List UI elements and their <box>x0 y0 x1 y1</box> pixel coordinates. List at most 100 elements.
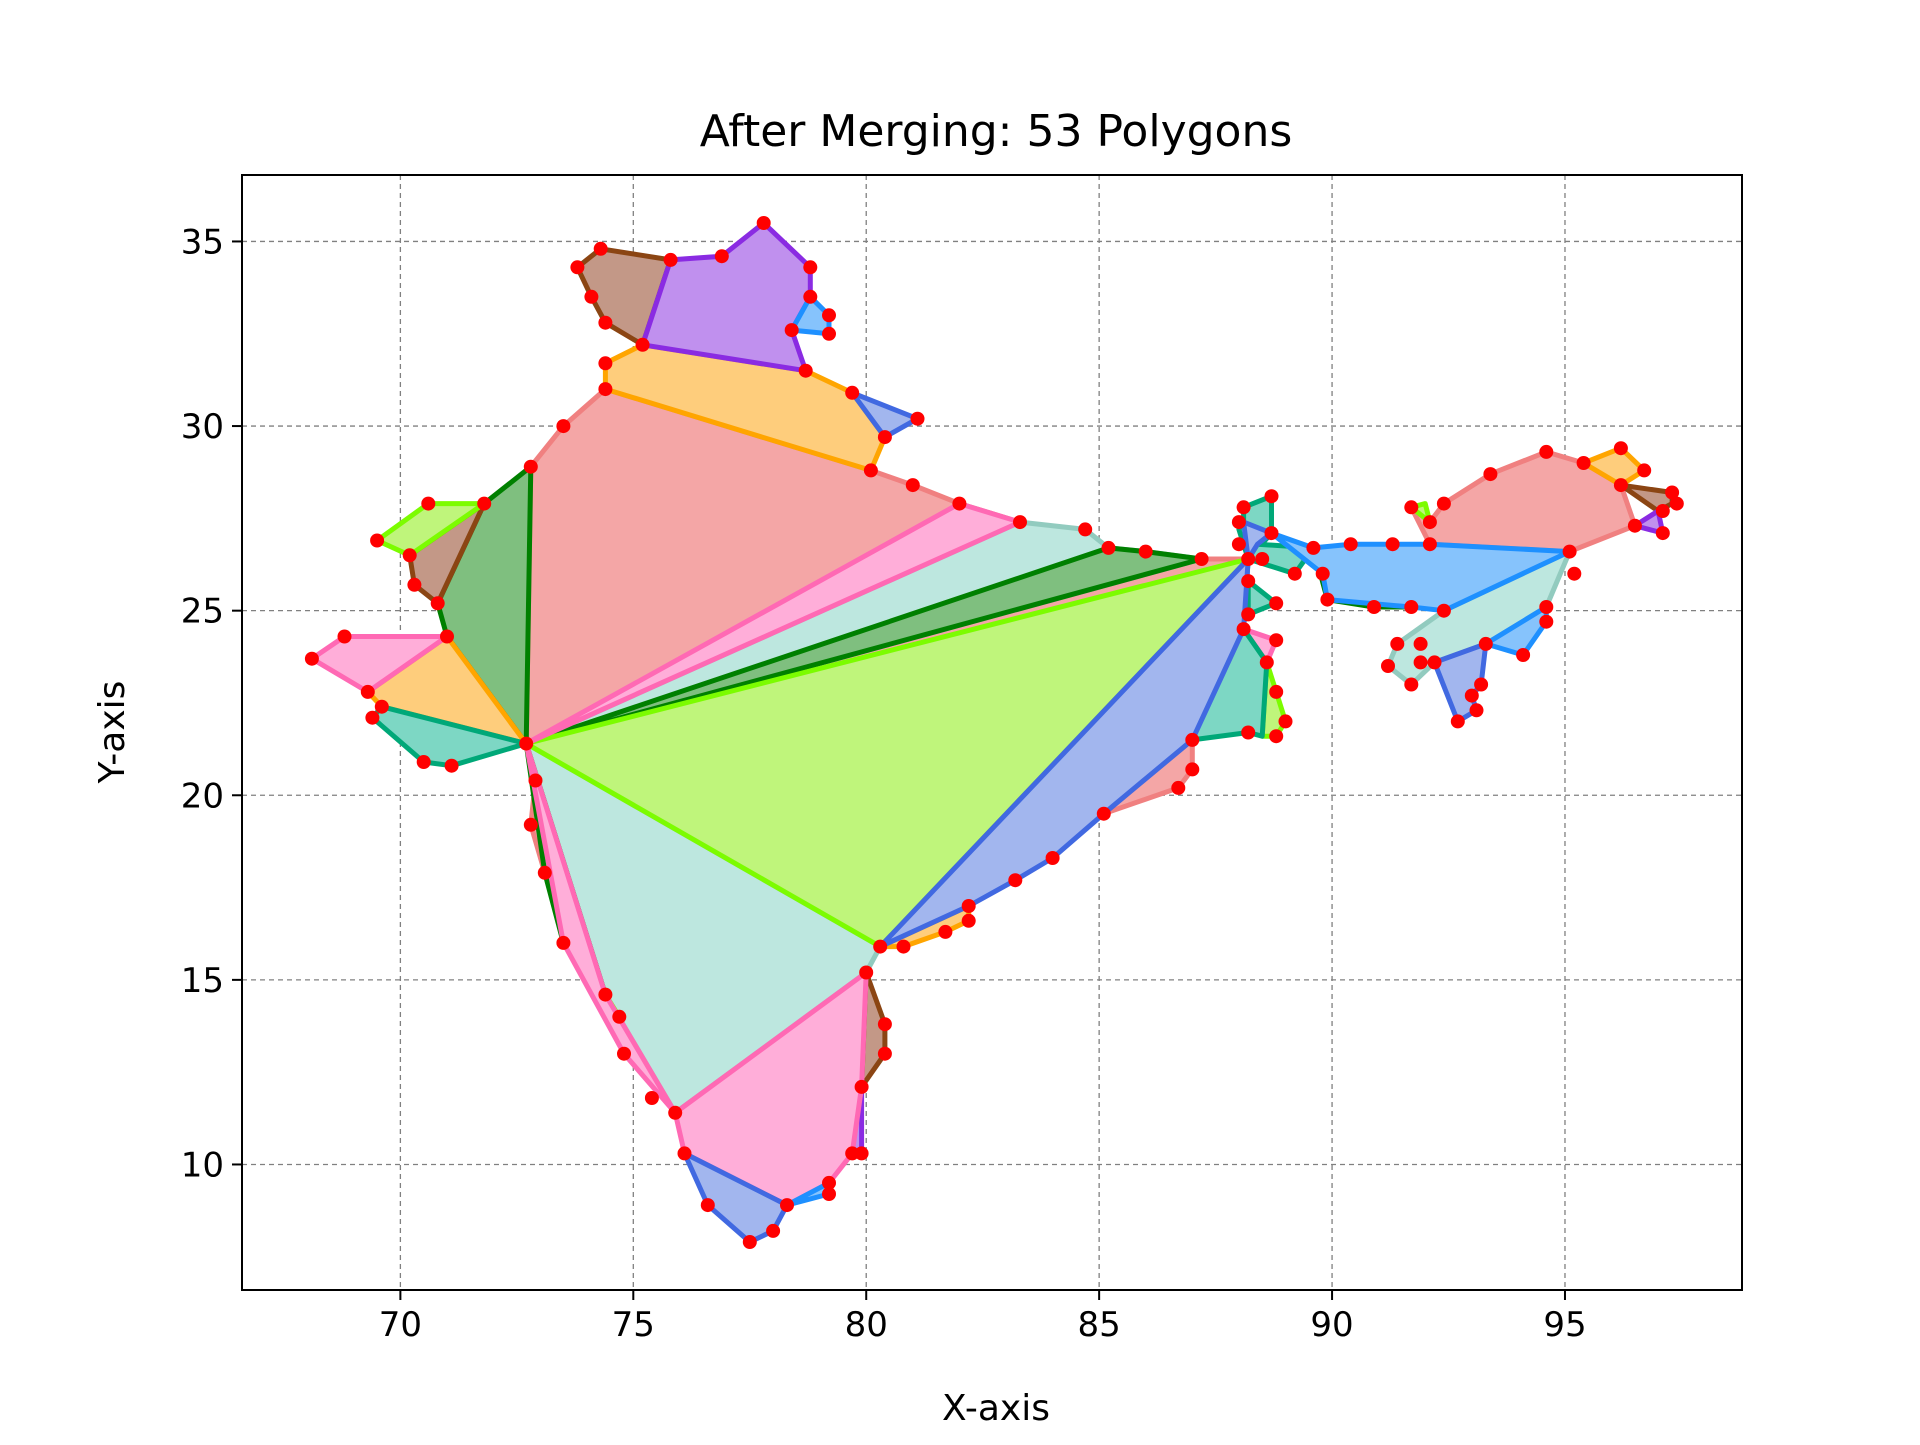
ticks: 70 75 80 85 90 95 10 15 20 25 30 35 <box>181 222 1587 1345</box>
vertex-point <box>780 1198 794 1213</box>
vertex-point <box>1567 566 1582 581</box>
vertex-point <box>822 1187 836 1201</box>
vertex-point <box>677 1146 692 1161</box>
vertex-point <box>1013 515 1027 530</box>
vertex-point <box>822 1175 836 1190</box>
vertex-point <box>700 1198 715 1213</box>
chart-title: After Merging: 53 Polygons <box>700 106 1293 157</box>
vertex-point <box>1269 596 1284 611</box>
vertex-point <box>1390 636 1405 651</box>
vertex-point <box>1422 515 1437 530</box>
vertex-point <box>477 496 492 511</box>
vertex-point <box>1367 600 1381 614</box>
vertex-point <box>1241 574 1256 589</box>
vertex-point <box>859 965 874 980</box>
vertex-point <box>1413 636 1428 651</box>
vertex-point <box>1287 566 1302 581</box>
vertex-point <box>905 478 920 493</box>
polygon <box>682 1150 790 1245</box>
x-tick-label: 95 <box>1543 1305 1586 1345</box>
vertex-point <box>374 699 389 714</box>
x-tick-label: 90 <box>1310 1305 1353 1345</box>
vertex-point <box>854 1079 869 1094</box>
vertex-point <box>798 363 813 378</box>
y-tick-label: 20 <box>181 776 224 816</box>
vertex-point <box>1381 659 1395 673</box>
vertex-point <box>756 216 771 230</box>
polygon <box>849 390 920 440</box>
vertex-point <box>1278 714 1293 729</box>
vertex-point <box>1269 729 1284 744</box>
y-tick-label: 25 <box>181 592 224 632</box>
vertex-point <box>784 323 799 338</box>
vertex-point <box>1562 544 1577 559</box>
vertex-point <box>617 1046 631 1061</box>
vertex-point <box>1539 614 1554 629</box>
y-tick-label: 15 <box>181 961 224 1001</box>
vertex-point <box>1665 485 1680 500</box>
polygon <box>523 741 678 1116</box>
vertex-point <box>1404 677 1419 692</box>
vertex-point <box>360 684 375 699</box>
vertex-point <box>1474 677 1489 692</box>
vertex-point <box>877 1017 892 1032</box>
vertex-point <box>537 865 552 880</box>
vertex-point <box>1576 456 1591 470</box>
vertex-point <box>430 596 445 611</box>
vertex-point <box>1404 600 1419 614</box>
vertex-point <box>598 315 613 330</box>
vertex-point <box>523 817 538 832</box>
vertex-point <box>1655 526 1670 541</box>
vertex-point <box>742 1235 757 1249</box>
vertex-point <box>1436 496 1451 511</box>
vertex-point <box>1613 478 1628 493</box>
vertex-point <box>1241 552 1256 566</box>
vertex-point <box>1194 552 1209 566</box>
vertex-point <box>663 252 678 267</box>
vertex-point <box>863 463 878 478</box>
vertex-point <box>1422 537 1437 552</box>
vertex-point <box>1236 622 1251 637</box>
y-axis-label: Y-axis <box>92 681 133 785</box>
vertex-point <box>370 533 385 548</box>
vertex-point <box>440 629 454 644</box>
vertex-point <box>416 755 431 769</box>
vertex-point <box>1264 526 1279 541</box>
vertex-point <box>766 1223 781 1238</box>
vertex-point <box>421 496 436 511</box>
x-tick-label: 75 <box>612 1305 655 1345</box>
x-tick-label: 85 <box>1078 1305 1121 1345</box>
vertex-point <box>1269 684 1284 699</box>
vertex-point <box>938 924 953 939</box>
vertex-point <box>1436 603 1451 618</box>
polygon <box>369 704 529 769</box>
vertex-point <box>556 419 571 434</box>
vertex-point <box>1655 504 1670 518</box>
vertex-point <box>1045 851 1060 865</box>
vertex-point <box>598 356 613 371</box>
vertex-point <box>1185 762 1200 777</box>
vertex-point <box>337 629 352 644</box>
vertex-point <box>519 736 534 751</box>
x-tick-label: 80 <box>845 1305 888 1345</box>
vertex-point <box>1469 703 1484 718</box>
vertex-point <box>803 289 818 304</box>
vertex-point <box>1669 496 1684 511</box>
vertex-point <box>873 939 888 954</box>
vertex-point <box>1236 500 1251 515</box>
vertex-point <box>1413 655 1428 670</box>
vertex-point <box>598 382 613 397</box>
vertex-point <box>877 1046 892 1061</box>
vertex-point <box>365 710 380 725</box>
vertex-point <box>1255 552 1270 566</box>
vertex-point <box>961 899 976 913</box>
polygons <box>309 220 1675 1245</box>
vertex-point <box>556 935 571 950</box>
vertex-point <box>1464 688 1479 703</box>
y-tick-label: 35 <box>181 222 224 262</box>
plot-frame <box>241 174 1743 1291</box>
vertex-point <box>1516 648 1531 662</box>
vertex-point <box>1315 566 1330 581</box>
vertex-point <box>1096 806 1111 821</box>
